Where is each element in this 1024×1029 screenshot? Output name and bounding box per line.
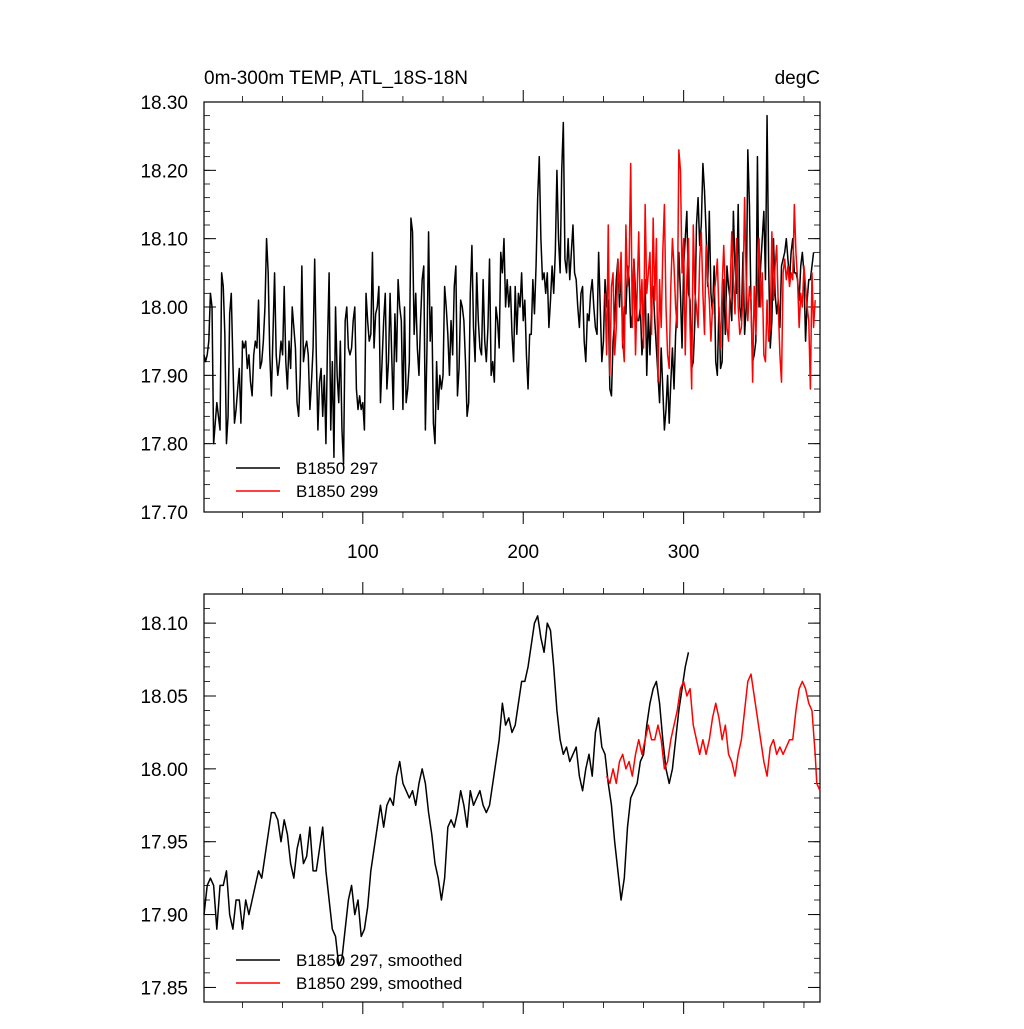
series-line-b1850-299 <box>604 149 816 390</box>
legend-label: B1850 299, smoothed <box>296 974 462 993</box>
series-line-b1850-297-smoothed <box>203 615 690 967</box>
plot-frame <box>203 593 821 1003</box>
y-tick-label: 17.70 <box>140 503 188 524</box>
y-tick-label: 18.00 <box>140 298 188 319</box>
y-tick-label: 17.90 <box>140 906 188 927</box>
legend-label: B1850 299 <box>296 482 378 501</box>
chart-title: 0m-300m TEMP, ATL_18S-18N <box>204 68 468 89</box>
plot-frame <box>203 101 821 513</box>
y-tick-label: 18.10 <box>140 614 188 635</box>
x-tick-label: 300 <box>668 542 700 563</box>
y-tick-label: 18.00 <box>140 760 188 781</box>
x-tick-label: 100 <box>347 542 379 563</box>
x-tick-label: 200 <box>507 542 539 563</box>
y-tick-label: 17.95 <box>140 833 188 854</box>
legend-label: B1850 297 <box>296 459 378 478</box>
series-line-b1850-299-smoothed <box>605 673 821 792</box>
top-panel: 17.70 17.80 17.90 18.00 18.10 18.20 18.30 100 20… <box>140 68 821 563</box>
y-tick-label: 18.10 <box>140 230 188 251</box>
legend-label: B1850 297, smoothed <box>296 951 462 970</box>
y-tick-label: 18.05 <box>140 687 188 708</box>
chart-units: degC <box>775 68 820 89</box>
y-tick-label: 17.80 <box>140 435 188 456</box>
y-tick-label: 18.30 <box>140 93 188 114</box>
y-tick-label: 17.90 <box>140 366 188 387</box>
y-tick-label: 17.85 <box>140 978 188 999</box>
y-tick-label: 18.20 <box>140 161 188 182</box>
bottom-panel: 17.85 17.90 17.95 18.00 18.05 18.10 B1850 297,… <box>140 582 821 1014</box>
